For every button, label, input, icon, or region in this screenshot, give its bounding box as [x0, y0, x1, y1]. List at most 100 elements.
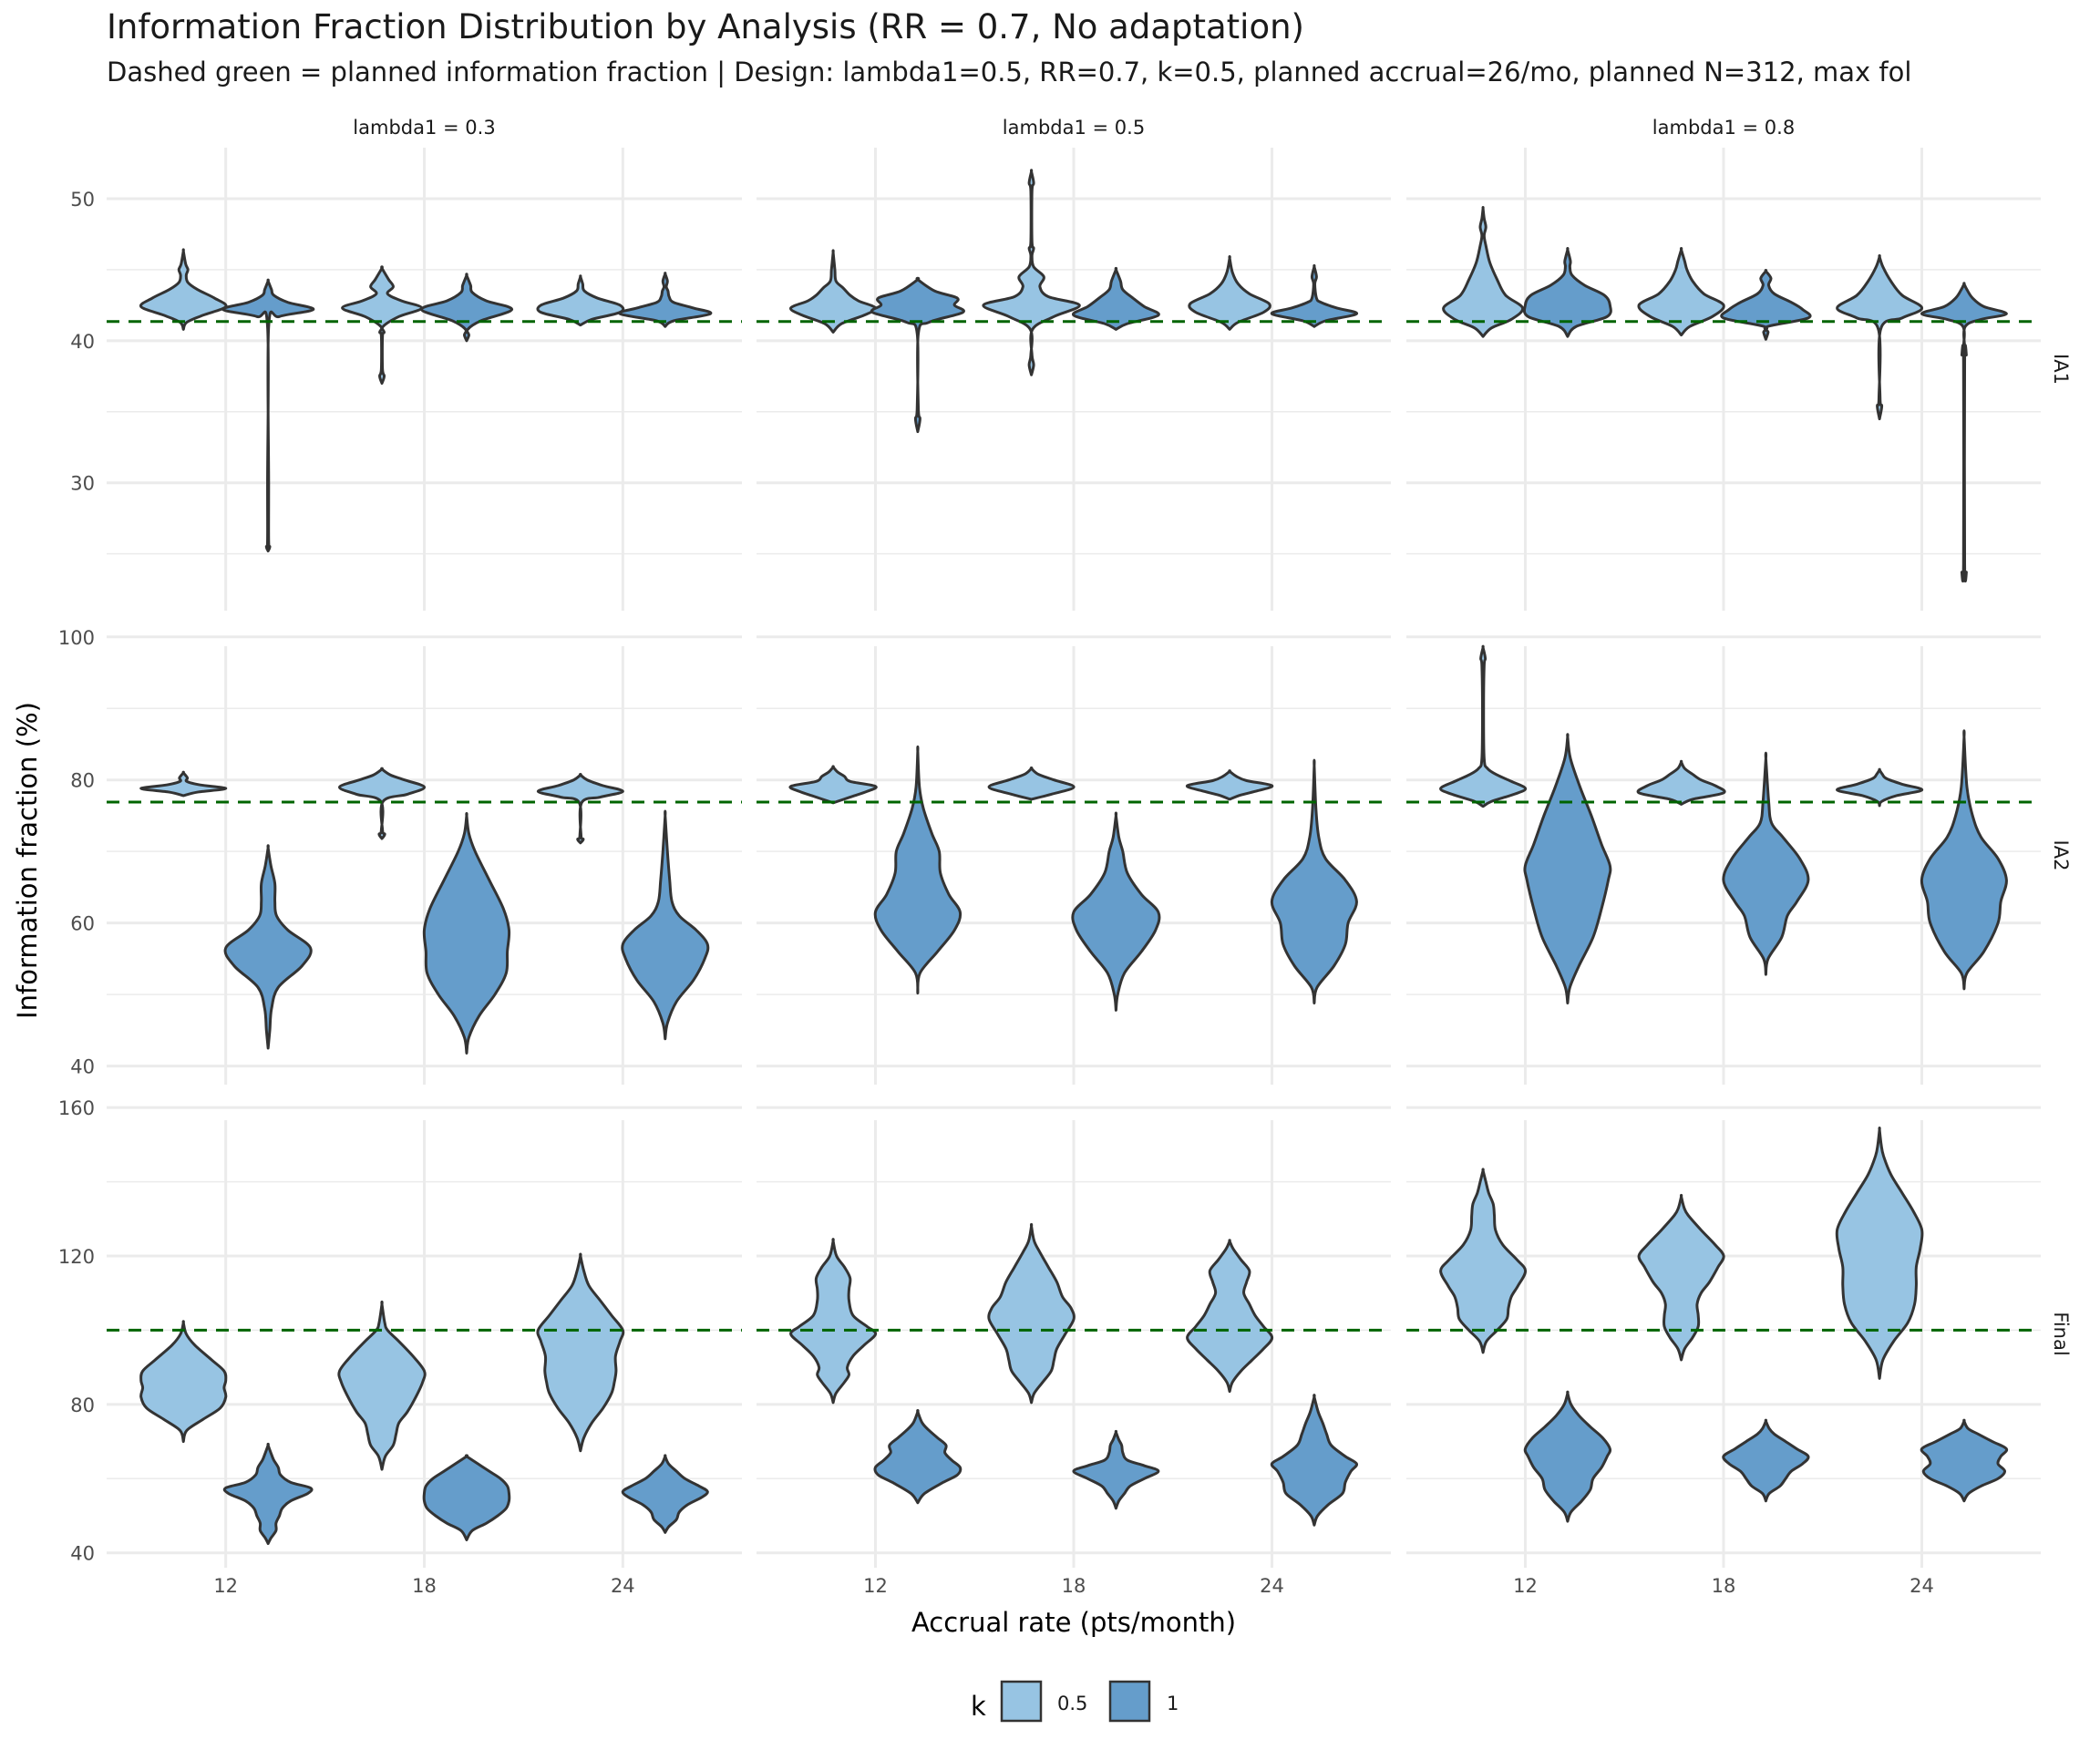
- violin-x24-k0.5: [1186, 1239, 1274, 1394]
- violin-x24-k1: [1920, 282, 2008, 582]
- violin-x18-k1: [419, 273, 514, 343]
- chart-subtitle: Dashed green = planned information fract…: [107, 57, 1912, 88]
- y-axis-ticks: 30 40 50 40 60 80 100 40 80 120 160: [58, 189, 95, 1565]
- violin-x18-k0.5: [337, 1300, 427, 1471]
- violin-x18-k0.5: [1636, 759, 1726, 806]
- legend-label-k-0.5: 0.5: [1057, 1693, 1087, 1714]
- y-axis-title: Information fraction (%): [12, 702, 43, 1019]
- strip-label-row: IA1: [2050, 354, 2072, 385]
- y-tick-label: 80: [70, 1395, 95, 1416]
- strip-label-row: IA2: [2050, 840, 2072, 871]
- violin-x24-k1: [1270, 263, 1358, 328]
- violin-x18-k0.5: [1637, 1193, 1725, 1362]
- strip-label-column: lambda1 = 0.3: [353, 117, 495, 139]
- facet-panel: [107, 1106, 742, 1568]
- violin-x18-k1: [422, 1454, 511, 1541]
- x-axis-ticks: 12 18 24 12 18 24 12 18 24: [213, 1575, 1934, 1597]
- violin-x12-k1: [222, 1442, 314, 1546]
- chart-title: Information Fraction Distribution by Ana…: [107, 7, 1304, 46]
- violin-x18-k0.5: [987, 1222, 1076, 1405]
- violin-x12-k1: [223, 844, 313, 1050]
- violin-x12-k0.5: [139, 770, 228, 798]
- x-tick-label: 24: [611, 1575, 635, 1597]
- violin-x18-k1: [422, 811, 511, 1055]
- y-tick-label: 100: [58, 627, 95, 649]
- y-tick-label: 40: [70, 1543, 95, 1565]
- y-tick-label: 30: [70, 473, 95, 495]
- violin-x12-k0.5: [1439, 644, 1528, 808]
- x-tick-label: 18: [412, 1575, 437, 1597]
- violin-x12-k1: [1523, 733, 1612, 1005]
- facet-panel: [757, 148, 1391, 611]
- violin-x12-k0.5: [788, 765, 878, 805]
- x-tick-label: 24: [1910, 1575, 1934, 1597]
- facet-panel: [1406, 635, 2041, 1085]
- violin-x12-k1: [873, 1408, 962, 1505]
- violin-x12-k0.5: [139, 248, 228, 331]
- strip-label-column: lambda1 = 0.5: [1003, 117, 1145, 139]
- violin-x18-k0.5: [982, 169, 1081, 376]
- facet-panel: [107, 148, 742, 611]
- violin-x24-k1: [1920, 1418, 2009, 1503]
- x-tick-label: 12: [863, 1575, 888, 1597]
- legend-label-k-1: 1: [1167, 1693, 1179, 1714]
- x-axis-title: Accrual rate (pts/month): [911, 1607, 1236, 1638]
- violin-x18-k1: [1722, 751, 1810, 976]
- violin-x18-k1: [1071, 266, 1160, 331]
- violin-x12-k0.5: [1442, 205, 1525, 338]
- violin-x24-k1: [618, 272, 713, 328]
- violin-x18-k0.5: [341, 265, 423, 386]
- violin-x12-k1: [1523, 1390, 1612, 1523]
- violin-x12-k0.5: [139, 1320, 228, 1444]
- violin-x24-k1: [1270, 758, 1358, 1005]
- violin-x12-k1: [1522, 246, 1612, 338]
- violin-x24-k1: [1270, 1394, 1359, 1527]
- legend-swatch-k-0.5: [1000, 1680, 1043, 1723]
- violin-x24-k1: [1920, 729, 2008, 991]
- violin-x12-k0.5: [1439, 1168, 1528, 1354]
- x-tick-label: 18: [1062, 1575, 1086, 1597]
- violin-x18-k1: [1071, 811, 1161, 1012]
- legend-swatch-k-1: [1108, 1680, 1151, 1723]
- violin-x12-k0.5: [789, 249, 878, 334]
- violin-x24-k0.5: [536, 1252, 625, 1453]
- violin-x18-k1: [1720, 268, 1812, 341]
- facet-panel: [1406, 1106, 2041, 1568]
- facet-panel: [107, 635, 742, 1085]
- violin-x18-k1: [1072, 1429, 1160, 1510]
- violin-x24-k0.5: [1185, 769, 1274, 801]
- y-tick-label: 40: [70, 1056, 95, 1078]
- strip-label-row: Final: [2050, 1312, 2072, 1355]
- legend-title: k: [971, 1691, 986, 1722]
- violin-x18-k0.5: [987, 766, 1076, 801]
- legend: k 0.5 1: [971, 1680, 1179, 1723]
- facet-panel: [1406, 148, 2041, 611]
- violin-x18-k0.5: [1637, 246, 1725, 337]
- facet-panel: [757, 635, 1391, 1085]
- violin-x12-k0.5: [789, 1238, 878, 1405]
- y-tick-label: 160: [58, 1097, 95, 1119]
- y-tick-label: 80: [70, 770, 95, 792]
- facet-panel: [757, 1106, 1391, 1568]
- violin-x12-k1: [873, 745, 962, 995]
- violin-x24-k1: [621, 1454, 709, 1534]
- y-tick-label: 50: [70, 189, 95, 211]
- violin-x24-k0.5: [536, 773, 624, 845]
- x-tick-label: 18: [1712, 1575, 1736, 1597]
- violin-x24-k0.5: [1836, 253, 1924, 421]
- violin-x24-k0.5: [1835, 1127, 1924, 1380]
- violin-x24-k0.5: [1836, 767, 1924, 808]
- violin-x24-k0.5: [1188, 254, 1271, 331]
- violin-x12-k1: [870, 276, 965, 434]
- facet-strips: lambda1 = 0.3 lambda1 = 0.5 lambda1 = 0.8 I…: [353, 117, 2072, 1356]
- y-tick-label: 120: [58, 1246, 95, 1268]
- violin-x24-k1: [621, 809, 710, 1041]
- violin-x24-k0.5: [536, 274, 625, 327]
- strip-label-column: lambda1 = 0.8: [1652, 117, 1795, 139]
- x-tick-label: 12: [213, 1575, 238, 1597]
- y-tick-label: 40: [70, 331, 95, 353]
- y-tick-label: 60: [70, 913, 95, 935]
- violin-x12-k1: [221, 278, 315, 553]
- violin-x18-k1: [1722, 1418, 1810, 1503]
